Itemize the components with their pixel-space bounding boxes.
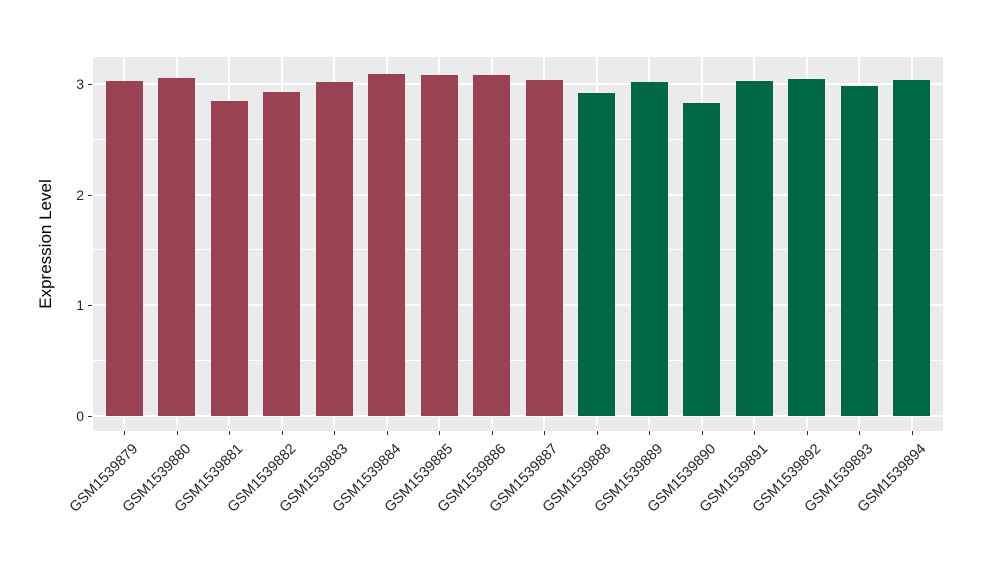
x-tick-GSM1539890 bbox=[701, 431, 703, 435]
y-tick-label-1: 1 bbox=[76, 297, 84, 314]
gridline-major-y-1 bbox=[93, 304, 943, 307]
x-tick-GSM1539881 bbox=[229, 431, 231, 435]
plot-panel bbox=[93, 57, 943, 431]
x-tick-GSM1539882 bbox=[281, 431, 283, 435]
bar-GSM1539884 bbox=[368, 74, 406, 416]
gridline-major-y-3 bbox=[93, 83, 943, 86]
gridline-major-y-0 bbox=[93, 414, 943, 417]
bar-GSM1539888 bbox=[578, 93, 616, 416]
bar-GSM1539891 bbox=[735, 80, 773, 416]
x-tick-GSM1539889 bbox=[649, 431, 651, 435]
bar-GSM1539883 bbox=[315, 82, 353, 416]
x-tick-GSM1539885 bbox=[439, 431, 441, 435]
bar-GSM1539880 bbox=[158, 77, 196, 416]
y-tick-1 bbox=[88, 305, 92, 307]
bar-GSM1539879 bbox=[105, 80, 143, 416]
x-tick-GSM1539893 bbox=[859, 431, 861, 435]
x-tick-GSM1539879 bbox=[124, 431, 126, 435]
x-tick-GSM1539883 bbox=[334, 431, 336, 435]
x-tick-GSM1539891 bbox=[754, 431, 756, 435]
y-tick-2 bbox=[88, 194, 92, 196]
x-tick-GSM1539886 bbox=[491, 431, 493, 435]
x-tick-GSM1539894 bbox=[911, 431, 913, 435]
y-tick-label-2: 2 bbox=[76, 186, 84, 203]
gridline-major-y-2 bbox=[93, 193, 943, 196]
x-tick-GSM1539888 bbox=[596, 431, 598, 435]
x-tick-GSM1539884 bbox=[386, 431, 388, 435]
gridline-minor-y-1.5 bbox=[93, 249, 943, 251]
bar-GSM1539892 bbox=[788, 78, 826, 416]
y-tick-0 bbox=[88, 415, 92, 417]
bar-GSM1539889 bbox=[630, 82, 668, 416]
gridline-minor-y-2.5 bbox=[93, 138, 943, 140]
x-tick-GSM1539892 bbox=[806, 431, 808, 435]
bar-GSM1539890 bbox=[683, 103, 721, 416]
x-tick-GSM1539887 bbox=[544, 431, 546, 435]
bar-GSM1539886 bbox=[473, 75, 511, 416]
bar-GSM1539894 bbox=[893, 79, 931, 416]
y-tick-3 bbox=[88, 84, 92, 86]
bar-GSM1539893 bbox=[840, 86, 878, 416]
x-tick-GSM1539880 bbox=[176, 431, 178, 435]
bar-GSM1539882 bbox=[263, 91, 301, 416]
y-tick-label-0: 0 bbox=[76, 407, 84, 424]
bar-GSM1539887 bbox=[525, 79, 563, 416]
y-tick-label-3: 3 bbox=[76, 76, 84, 93]
bar-GSM1539881 bbox=[210, 100, 248, 416]
bar-GSM1539885 bbox=[420, 75, 458, 416]
gridline-minor-y-0.5 bbox=[93, 359, 943, 361]
